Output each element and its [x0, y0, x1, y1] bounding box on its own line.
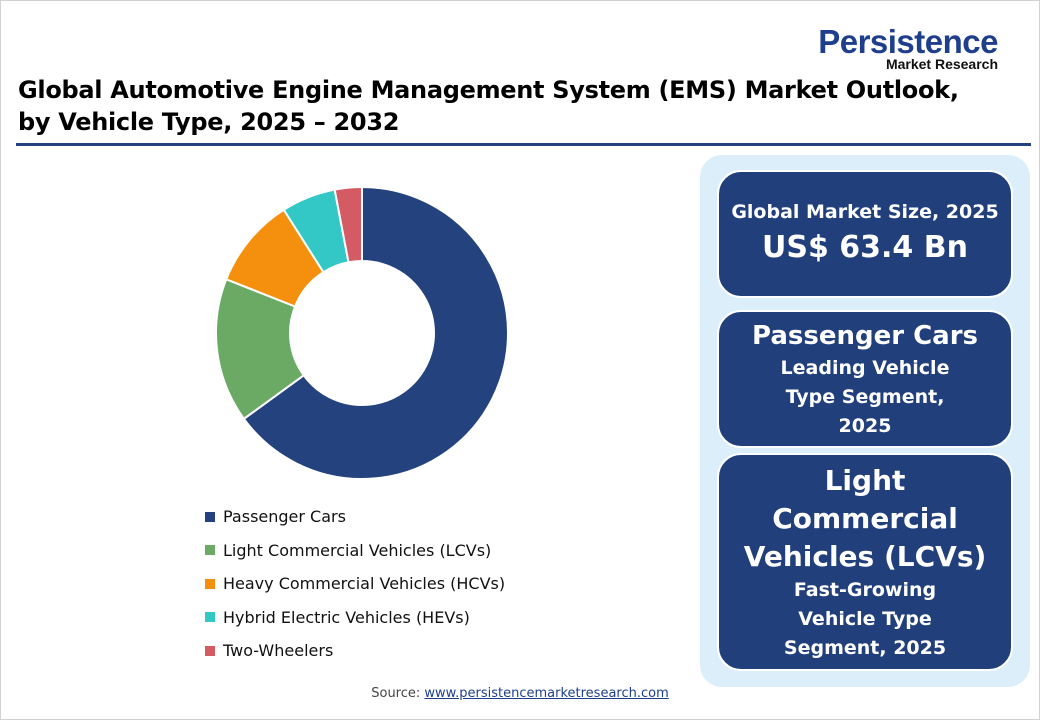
legend-label: Passenger Cars	[223, 507, 346, 527]
legend-item: Light Commercial Vehicles (LCVs)	[205, 534, 505, 568]
legend-label: Light Commercial Vehicles (LCVs)	[223, 540, 492, 560]
legend-label: Heavy Commercial Vehicles (HCVs)	[223, 574, 506, 594]
source-label: Source:	[371, 686, 421, 701]
leading-segment-card: Passenger Cars Leading Vehicle Type Segm…	[717, 310, 1013, 448]
legend-swatch	[205, 578, 215, 589]
market-size-value: US$ 63.4 Bn	[762, 230, 968, 265]
market-size-card: Global Market Size, 2025 US$ 63.4 Bn	[717, 170, 1013, 298]
fastest-segment-card: Light Commercial Vehicles (LCVs) Fast-Gr…	[717, 453, 1013, 671]
legend-item: Heavy Commercial Vehicles (HCVs)	[205, 567, 505, 601]
legend-swatch	[205, 511, 215, 522]
legend-item: Two-Wheelers	[205, 634, 505, 668]
legend-swatch	[205, 545, 215, 556]
market-size-label: Global Market Size, 2025	[731, 201, 999, 223]
source: Source: www.persistencemarketresearch.co…	[0, 686, 1040, 701]
legend-swatch	[205, 612, 215, 623]
legend-swatch	[205, 645, 215, 656]
fastest-segment-name: Light Commercial Vehicles (LCVs)	[743, 463, 987, 573]
legend-item: Hybrid Electric Vehicles (HEVs)	[205, 601, 505, 635]
legend-item: Passenger Cars	[205, 500, 505, 534]
chart-title: Global Automotive Engine Management Syst…	[18, 76, 959, 136]
legend-label: Two-Wheelers	[223, 641, 334, 661]
legend-label: Hybrid Electric Vehicles (HEVs)	[223, 607, 470, 627]
legend: Passenger Cars Light Commercial Vehicles …	[205, 500, 505, 668]
leading-segment-name: Passenger Cars	[751, 320, 979, 351]
source-link[interactable]: www.persistencemarketresearch.com	[424, 686, 669, 701]
slice-passenger-cars	[242, 185, 509, 480]
logo-line2: Market Research	[885, 56, 998, 72]
slice-two-wheelers	[333, 185, 363, 264]
logo-line1: Persistence	[818, 23, 998, 60]
fastest-segment-label: Fast-Growing Vehicle Type Segment, 2025	[783, 578, 947, 659]
leading-segment-label: Leading Vehicle Type Segment, 2025	[780, 356, 950, 437]
title-divider	[16, 143, 1031, 146]
donut-chart	[215, 185, 509, 480]
logo: Persistence Market Research	[798, 23, 998, 72]
